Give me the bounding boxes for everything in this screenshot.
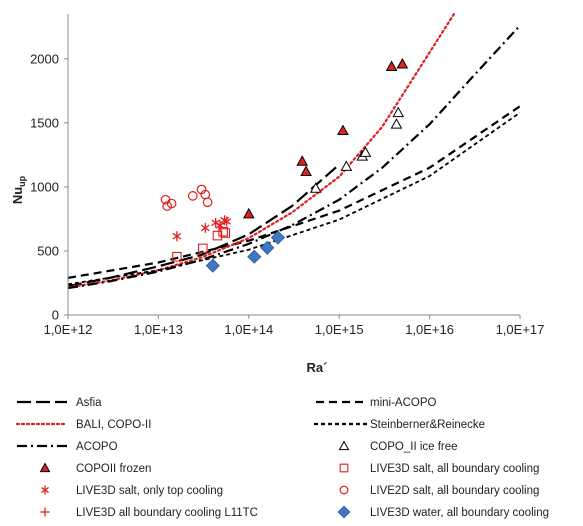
legend-marker-copoii-frozen <box>39 462 51 473</box>
point-live3d-water-all-boundary-cooling <box>247 249 262 264</box>
legend-item-live2d-salt-all-boundary-cooling: LIVE2D salt, all boundary cooling <box>339 485 539 497</box>
series-live3d-salt-all-boundary-cooling <box>172 226 231 262</box>
legend-label-copo-ii-ice-free: COPO_II ice free <box>370 441 458 453</box>
legend-label-live3d-salt-only-top-cooling: LIVE3D salt, only top cooling <box>76 485 223 497</box>
y-axis-title-main: Nu <box>10 187 25 204</box>
y-tick-label: 1000 <box>30 179 59 194</box>
point-copo-ii-ice-free <box>392 106 405 118</box>
legend-marker-live3d-salt-all-boundary-cooling <box>339 463 349 473</box>
point-live3d-water-all-boundary-cooling <box>270 230 285 245</box>
point-live3d-salt-all-boundary-cooling <box>198 243 208 254</box>
y-axis-title: Nuup <box>10 175 27 204</box>
point-live2d-salt-all-boundary-cooling <box>187 191 198 201</box>
legend-label-copoii-frozen: COPOII frozen <box>76 463 151 475</box>
legend-label-bali-copo-ii: BALI, COPO-II <box>76 419 151 431</box>
point-copo-ii-ice-free <box>390 118 403 129</box>
series-live2d-salt-all-boundary-cooling <box>160 184 213 211</box>
point-live3d-water-all-boundary-cooling <box>205 258 220 273</box>
series-copoii-frozen <box>242 57 409 219</box>
legend-item-asfia: Asfia <box>17 397 102 409</box>
legend-item-mini-acopo: mini-ACOPO <box>316 397 437 409</box>
y-tick-label: 0 <box>52 308 59 323</box>
legend-item-copo-ii-ice-free: COPO_II ice free <box>338 440 458 453</box>
legend-item-copoii-frozen: COPOII frozen <box>39 462 151 475</box>
legend-label-mini-acopo: mini-ACOPO <box>370 397 437 409</box>
x-tick-label: 1,0E+13 <box>134 322 183 337</box>
y-tick-label: 2000 <box>30 51 59 66</box>
x-tick-label: 1,0E+15 <box>315 322 364 337</box>
legend-item-bali-copo-ii: BALI, COPO-II <box>15 419 151 431</box>
point-live2d-salt-all-boundary-cooling <box>202 197 213 208</box>
legend-label-live2d-salt-all-boundary-cooling: LIVE2D salt, all boundary cooling <box>370 485 539 497</box>
legend-marker-live2d-salt-all-boundary-cooling <box>339 485 349 495</box>
legend-label-live3d-water-all-boundary-cooling: LIVE3D water, all boundary cooling <box>370 507 549 519</box>
point-copoii-frozen <box>242 207 255 219</box>
legend-item-live3d-water-all-boundary-cooling: LIVE3D water, all boundary cooling <box>337 505 549 519</box>
point-live2d-salt-all-boundary-cooling <box>166 198 177 209</box>
legend-marker-live3d-water-all-boundary-cooling <box>337 505 351 519</box>
point-live3d-salt-only-top-cooling <box>222 216 232 227</box>
legend: Asfia mini-ACOPO BALI, COPO-II Steinberner&… <box>15 397 549 519</box>
point-live3d-salt-only-top-cooling <box>172 231 182 242</box>
point-live3d-salt-only-top-cooling <box>200 222 210 233</box>
x-axis-title: Ra´ <box>307 360 328 375</box>
point-copo-ii-ice-free <box>309 182 322 193</box>
legend-label-acopo: ACOPO <box>76 441 118 453</box>
series-line-acopo <box>68 24 520 290</box>
legend-marker-copo-ii-ice-free <box>338 440 350 451</box>
legend-item-acopo: ACOPO <box>17 441 118 453</box>
y-tick-label: 1500 <box>30 115 59 130</box>
legend-label-live3d-all-boundary-cooling-l11tc: LIVE3D all boundary cooling L11TC <box>76 507 258 519</box>
y-tick-label: 500 <box>37 243 59 258</box>
point-copo-ii-ice-free <box>340 160 353 171</box>
x-tick-label: 1,0E+12 <box>44 322 93 337</box>
point-copoii-frozen <box>337 124 349 136</box>
legend-item-steinberner-reinecke: Steinberner&Reinecke <box>314 419 485 431</box>
point-live3d-salt-all-boundary-cooling <box>172 251 182 262</box>
axes <box>64 14 521 319</box>
legend-label-live3d-salt-all-boundary-cooling: LIVE3D salt, all boundary cooling <box>370 463 539 475</box>
series-line-mini-acopo <box>68 105 520 279</box>
legend-item-live3d-salt-all-boundary-cooling: LIVE3D salt, all boundary cooling <box>339 463 539 475</box>
x-tick-labels: 1,0E+12 1,0E+13 1,0E+14 1,0E+15 1,0E+16 1,0E+… <box>44 322 545 337</box>
y-axis-title-subscript: up <box>17 175 27 186</box>
x-tick-label: 1,0E+14 <box>224 322 273 337</box>
legend-item-live3d-salt-only-top-cooling: LIVE3D salt, only top cooling <box>41 485 223 497</box>
point-copoii-frozen <box>296 155 309 166</box>
series-live3d-salt-only-top-cooling <box>172 215 232 242</box>
legend-marker-live3d-all-boundary-cooling-l11tc <box>40 507 50 517</box>
x-tick-label: 1,0E+17 <box>496 322 545 337</box>
point-copoii-frozen <box>300 165 312 177</box>
legend-item-live3d-all-boundary-cooling-l11tc: LIVE3D all boundary cooling L11TC <box>40 507 258 519</box>
point-live3d-salt-only-top-cooling <box>215 220 225 231</box>
legend-label-steinberner-reinecke: Steinberner&Reinecke <box>370 419 485 431</box>
point-live3d-water-all-boundary-cooling <box>260 240 275 255</box>
point-copo-ii-ice-free <box>359 146 372 157</box>
series-copo-ii-ice-free <box>309 106 405 193</box>
plot-markers <box>160 57 409 273</box>
point-copoii-frozen <box>396 57 409 69</box>
legend-marker-live3d-salt-only-top-cooling <box>41 485 49 495</box>
y-tick-labels: 0 500 1000 1500 2000 <box>30 51 59 322</box>
point-live3d-salt-all-boundary-cooling <box>220 228 231 238</box>
x-tick-label: 1,0E+16 <box>405 322 454 337</box>
series-live3d-water-all-boundary-cooling <box>205 230 285 273</box>
legend-label-asfia: Asfia <box>76 397 102 409</box>
series-line-asfia <box>68 163 340 288</box>
point-copoii-frozen <box>385 60 398 72</box>
plot-lines <box>68 12 520 290</box>
series-line-steinberner-reinecke <box>68 111 520 286</box>
